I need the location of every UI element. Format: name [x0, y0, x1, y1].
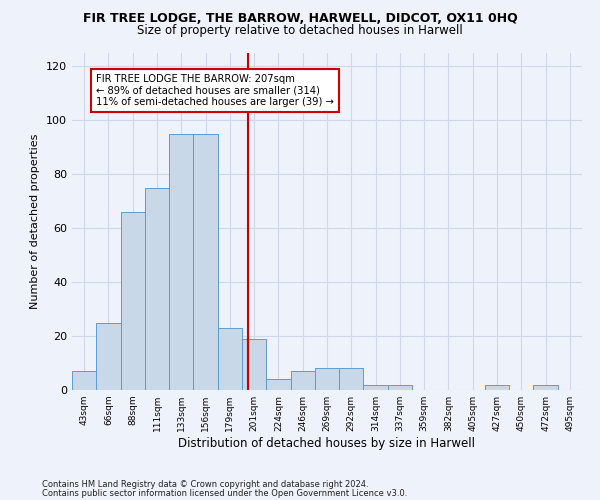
Bar [388, 384, 412, 390]
Text: Contains HM Land Registry data © Crown copyright and database right 2024.: Contains HM Land Registry data © Crown c… [42, 480, 368, 489]
Bar [72, 371, 96, 390]
Bar [315, 368, 339, 390]
Text: Size of property relative to detached houses in Harwell: Size of property relative to detached ho… [137, 24, 463, 37]
X-axis label: Distribution of detached houses by size in Harwell: Distribution of detached houses by size … [179, 437, 476, 450]
Text: FIR TREE LODGE THE BARROW: 207sqm
← 89% of detached houses are smaller (314)
11%: FIR TREE LODGE THE BARROW: 207sqm ← 89% … [96, 74, 334, 108]
Text: FIR TREE LODGE, THE BARROW, HARWELL, DIDCOT, OX11 0HQ: FIR TREE LODGE, THE BARROW, HARWELL, DID… [83, 12, 517, 26]
Bar [339, 368, 364, 390]
Bar [218, 328, 242, 390]
Bar [364, 384, 388, 390]
Bar [290, 371, 315, 390]
Bar [121, 212, 145, 390]
Text: Contains public sector information licensed under the Open Government Licence v3: Contains public sector information licen… [42, 488, 407, 498]
Bar [242, 338, 266, 390]
Y-axis label: Number of detached properties: Number of detached properties [31, 134, 40, 309]
Bar [485, 384, 509, 390]
Bar [193, 134, 218, 390]
Bar [533, 384, 558, 390]
Bar [266, 379, 290, 390]
Bar [96, 322, 121, 390]
Bar [145, 188, 169, 390]
Bar [169, 134, 193, 390]
